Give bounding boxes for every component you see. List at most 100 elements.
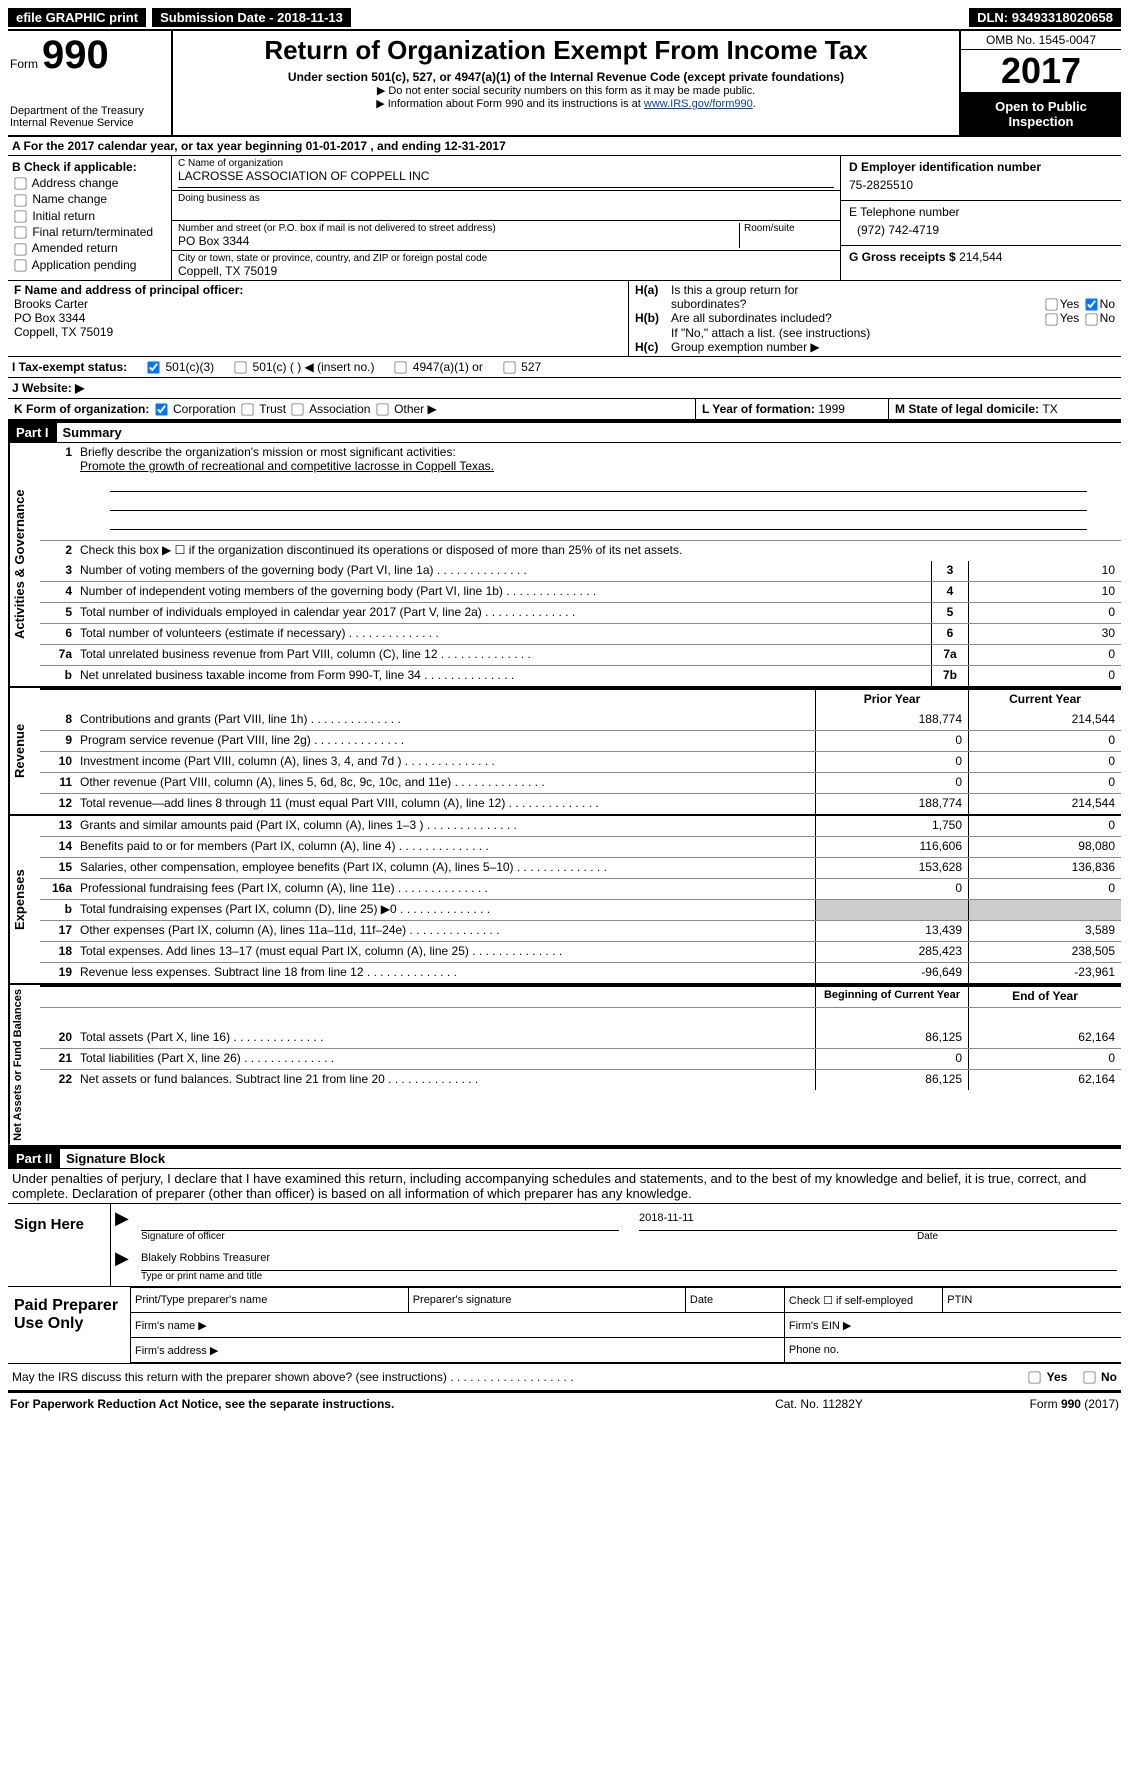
mission-text: Promote the growth of recreational and c… — [80, 459, 494, 473]
check-501c[interactable] — [235, 361, 247, 373]
prior-value — [815, 900, 968, 920]
officer-name: Brooks Carter — [14, 297, 88, 311]
line-box-num: 6 — [931, 624, 968, 644]
check-501c3[interactable] — [147, 361, 159, 373]
hb-no[interactable] — [1085, 313, 1097, 325]
part1-header: Part I Summary — [8, 421, 1121, 443]
current-value: -23,961 — [968, 963, 1121, 983]
tab-revenue: Revenue — [8, 688, 40, 814]
discuss-yes[interactable] — [1029, 1372, 1041, 1384]
firm-ein-label: Firm's EIN ▶ — [784, 1313, 1121, 1338]
prep-date-label: Date — [685, 1288, 784, 1313]
check-final-return[interactable]: Final return/terminated — [12, 225, 167, 239]
hc-text: Group exemption number ▶ — [671, 340, 1115, 354]
current-value: 0 — [968, 752, 1121, 772]
line1-label: Briefly describe the organization's miss… — [80, 445, 456, 459]
current-value: 0 — [968, 816, 1121, 836]
check-trust[interactable] — [241, 404, 253, 416]
line-desc: Net assets or fund balances. Subtract li… — [76, 1070, 815, 1090]
prior-value: 188,774 — [815, 794, 968, 814]
room-label: Room/suite — [744, 223, 834, 234]
prep-name-label: Print/Type preparer's name — [131, 1288, 408, 1313]
top-bar: efile GRAPHIC print Submission Date - 20… — [8, 8, 1121, 27]
form-title: Return of Organization Exempt From Incom… — [179, 35, 953, 66]
current-value: 0 — [968, 731, 1121, 751]
arrow-icon: ▶ — [115, 1208, 131, 1242]
current-value: 3,589 — [968, 921, 1121, 941]
phone-label: Phone no. — [784, 1338, 1121, 1363]
check-4947[interactable] — [395, 361, 407, 373]
prior-value: 0 — [815, 1049, 968, 1069]
ein-value: 75-2825510 — [849, 174, 1113, 196]
row-a: A For the 2017 calendar year, or tax yea… — [8, 137, 1121, 156]
line-value: 0 — [968, 645, 1121, 665]
line-desc: Number of independent voting members of … — [76, 582, 931, 602]
hb-text: Are all subordinates included? — [671, 311, 965, 325]
hdr-end: End of Year — [968, 987, 1121, 1007]
addr-label: Number and street (or P.O. box if mail i… — [178, 223, 735, 234]
officer-addr1: PO Box 3344 — [14, 311, 85, 325]
hb-yes[interactable] — [1045, 313, 1057, 325]
footer: For Paperwork Reduction Act Notice, see … — [8, 1391, 1121, 1415]
addr-value: PO Box 3344 — [178, 234, 735, 248]
line-desc: Total number of individuals employed in … — [76, 603, 931, 623]
current-value: 0 — [968, 1049, 1121, 1069]
check-527[interactable] — [503, 361, 515, 373]
gross-label: G Gross receipts $ — [849, 250, 959, 264]
sig-date-label: Date — [917, 1231, 1117, 1242]
tel-label: E Telephone number — [849, 205, 960, 219]
perjury-text: Under penalties of perjury, I declare th… — [8, 1169, 1121, 1203]
line-value: 30 — [968, 624, 1121, 644]
firm-addr-label: Firm's address ▶ — [131, 1338, 784, 1363]
prep-sig-label: Preparer's signature — [408, 1288, 685, 1313]
check-assoc[interactable] — [292, 404, 304, 416]
footer-left: For Paperwork Reduction Act Notice, see … — [10, 1397, 719, 1411]
hdr-prior: Prior Year — [815, 690, 968, 710]
check-application-pending[interactable]: Application pending — [12, 258, 167, 272]
ha-yes[interactable] — [1045, 299, 1057, 311]
discuss-row: May the IRS discuss this return with the… — [8, 1364, 1121, 1391]
line-desc: Revenue less expenses. Subtract line 18 … — [76, 963, 815, 983]
hc-label: H(c) — [635, 340, 671, 354]
officer-addr2: Coppell, TX 75019 — [14, 325, 113, 339]
irs-link[interactable]: www.IRS.gov/form990 — [644, 98, 753, 110]
current-value: 0 — [968, 773, 1121, 793]
line-box-num: 7b — [931, 666, 968, 686]
prior-value: 86,125 — [815, 1028, 968, 1048]
current-value: 214,544 — [968, 710, 1121, 730]
prep-check-label: Check ☐ if self-employed — [784, 1288, 942, 1313]
line-desc: Professional fundraising fees (Part IX, … — [76, 879, 815, 899]
check-corp[interactable] — [155, 404, 167, 416]
hb-label: H(b) — [635, 311, 671, 325]
sig-officer-label: Signature of officer — [141, 1231, 897, 1242]
check-amended[interactable]: Amended return — [12, 241, 167, 255]
prep-ptin-label: PTIN — [943, 1288, 1121, 1313]
ha-no[interactable] — [1085, 299, 1097, 311]
check-address-change[interactable]: Address change — [12, 176, 167, 190]
ha-text1: Is this a group return for — [671, 283, 965, 297]
ha-text2: subordinates? — [671, 297, 965, 311]
check-name-change[interactable]: Name change — [12, 192, 167, 206]
line-value: 10 — [968, 582, 1121, 602]
org-name-label: C Name of organization — [178, 158, 834, 169]
line-value: 0 — [968, 603, 1121, 623]
check-other[interactable] — [376, 404, 388, 416]
name-title-label: Type or print name and title — [141, 1271, 1117, 1282]
prior-value: 0 — [815, 773, 968, 793]
prior-value: 0 — [815, 879, 968, 899]
tab-expenses: Expenses — [8, 816, 40, 983]
line-box-num: 7a — [931, 645, 968, 665]
officer-printed-name: Blakely Robbins Treasurer — [141, 1248, 1117, 1271]
check-initial-return[interactable]: Initial return — [12, 209, 167, 223]
summary-governance: Activities & Governance 1 Briefly descri… — [8, 443, 1121, 688]
line-box-num: 4 — [931, 582, 968, 602]
prior-value: 188,774 — [815, 710, 968, 730]
line-desc: Total unrelated business revenue from Pa… — [76, 645, 931, 665]
footer-cat: Cat. No. 11282Y — [719, 1397, 919, 1411]
discuss-no[interactable] — [1083, 1372, 1095, 1384]
line-desc: Contributions and grants (Part VIII, lin… — [76, 710, 815, 730]
tel-value: (972) 742-4719 — [849, 219, 1113, 241]
form-word: Form — [10, 57, 38, 71]
summary-expenses: Expenses 13 Grants and similar amounts p… — [8, 816, 1121, 985]
line-desc: Total revenue—add lines 8 through 11 (mu… — [76, 794, 815, 814]
